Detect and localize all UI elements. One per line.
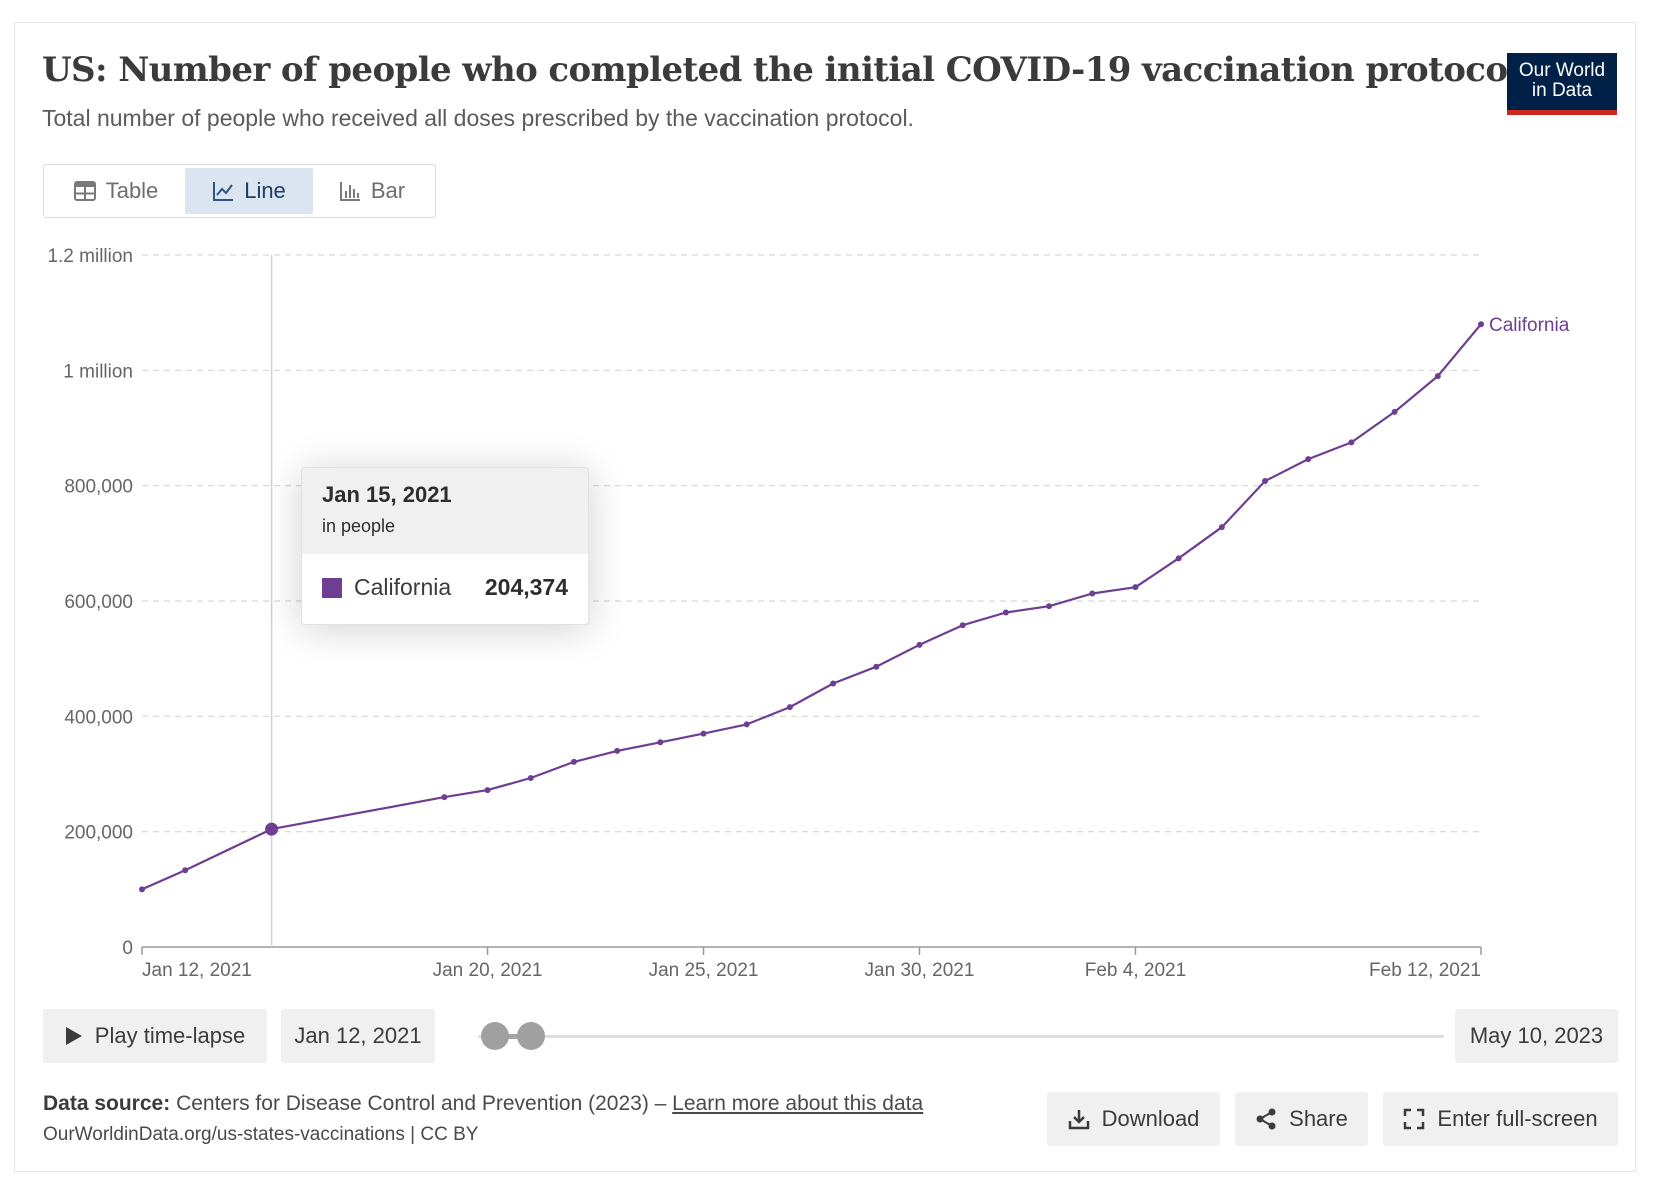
line-chart-icon [213, 182, 234, 201]
timeline-slider-track[interactable] [478, 1035, 1444, 1038]
timeline-controls: Play time-lapse Jan 12, 2021 May 10, 202… [43, 1009, 1618, 1063]
data-point [1305, 456, 1312, 463]
x-tick-label: Feb 4, 2021 [1085, 960, 1186, 981]
logo-line-1: Our World [1518, 60, 1606, 81]
tooltip-header: Jan 15, 2021 in people [302, 468, 588, 554]
tab-line-label: Line [244, 178, 286, 203]
data-point [1089, 590, 1096, 597]
data-point [1132, 584, 1139, 591]
tab-bar[interactable]: Bar [313, 168, 431, 214]
line-chart[interactable]: 0 200,000 400,000 600,000 800,000 1 million 1.… [0, 0, 1654, 1000]
data-point [1218, 524, 1225, 531]
data-point [873, 663, 880, 670]
data-point [700, 730, 707, 737]
data-point [1002, 609, 1009, 616]
data-point [1046, 603, 1053, 610]
data-source-label: Data source: [43, 1092, 171, 1115]
tooltip-value: 204,374 [484, 574, 568, 600]
series-swatch [322, 577, 342, 598]
data-point [1262, 478, 1269, 485]
hover-data-point [265, 822, 279, 836]
y-tick-label: 600,000 [64, 592, 133, 613]
data-point [1434, 373, 1441, 380]
data-source-text: Centers for Disease Control and Preventi… [176, 1092, 667, 1115]
y-tick-label: 1.2 million [47, 246, 133, 267]
share-label: Share [1289, 1106, 1348, 1131]
play-timelapse-button[interactable]: Play time-lapse [43, 1009, 267, 1063]
owid-logo[interactable]: Our World in Data [1507, 53, 1617, 115]
start-date-button[interactable]: Jan 12, 2021 [281, 1009, 435, 1063]
data-point [1348, 439, 1355, 446]
data-point [139, 886, 145, 893]
data-point [830, 680, 837, 687]
timeline-slider-range [495, 1034, 531, 1039]
chart-subtitle: Total number of people who received all … [42, 105, 914, 131]
data-point [527, 775, 534, 782]
bar-chart-icon [339, 182, 360, 201]
tab-table[interactable]: Table [47, 168, 185, 214]
data-point [1391, 408, 1398, 415]
play-icon [65, 1027, 82, 1045]
fullscreen-button[interactable]: Enter full-screen [1383, 1092, 1618, 1146]
data-point [743, 721, 750, 728]
data-point [786, 704, 793, 711]
tab-line[interactable]: Line [185, 168, 313, 214]
download-label: Download [1101, 1106, 1200, 1131]
x-tick-label: Jan 25, 2021 [649, 960, 759, 981]
data-point [570, 758, 577, 765]
download-icon [1068, 1110, 1089, 1130]
data-point [441, 794, 448, 801]
data-point [959, 622, 966, 629]
tab-table-label: Table [105, 178, 159, 203]
play-label: Play time-lapse [94, 1023, 246, 1048]
end-date-button[interactable]: May 10, 2023 [1455, 1009, 1618, 1063]
tooltip-unit: in people [322, 516, 396, 536]
share-button[interactable]: Share [1235, 1092, 1368, 1146]
series-label: California [1489, 315, 1570, 336]
y-tick-label: 0 [122, 938, 133, 959]
fullscreen-label: Enter full-screen [1437, 1106, 1598, 1131]
x-tick-label: Jan 12, 2021 [142, 960, 252, 981]
chart-title: US: Number of people who completed the i… [42, 50, 1520, 90]
data-source: Data source: Centers for Disease Control… [43, 1092, 923, 1116]
tooltip-date: Jan 15, 2021 [322, 482, 452, 507]
source-url: OurWorldinData.org/us-states-vaccination… [43, 1124, 479, 1145]
download-button[interactable]: Download [1047, 1092, 1220, 1146]
y-tick-label: 800,000 [64, 477, 133, 498]
hover-tooltip: Jan 15, 2021 in people California 204,37… [301, 467, 589, 625]
share-icon [1256, 1108, 1276, 1130]
data-point [1478, 321, 1484, 328]
data-point [614, 747, 621, 754]
x-tick-label: Jan 30, 2021 [865, 960, 975, 981]
chart-frame [14, 22, 1636, 1172]
data-point [484, 787, 491, 794]
data-point [182, 867, 189, 874]
data-point [916, 641, 923, 648]
table-icon [73, 181, 96, 201]
x-tick-label: Feb 12, 2021 [1369, 960, 1481, 981]
slider-start-handle[interactable] [481, 1022, 509, 1050]
tooltip-row: California 204,374 [302, 554, 588, 601]
logo-line-2: in Data [1531, 80, 1593, 101]
y-tick-label: 1 million [63, 361, 133, 382]
expand-icon [1404, 1108, 1425, 1130]
data-point [1175, 555, 1182, 562]
view-tabs: Table Line Bar [43, 164, 436, 218]
tab-bar-label: Bar [370, 178, 406, 203]
slider-end-handle[interactable] [517, 1022, 545, 1050]
x-tick-label: Jan 20, 2021 [433, 960, 543, 981]
tooltip-series-name: California [354, 574, 452, 600]
data-point [657, 739, 664, 746]
learn-more-link[interactable]: Learn more about this data [672, 1092, 924, 1115]
y-tick-label: 200,000 [64, 823, 133, 844]
series-line-california [141, 323, 1482, 891]
y-tick-label: 400,000 [64, 707, 133, 728]
